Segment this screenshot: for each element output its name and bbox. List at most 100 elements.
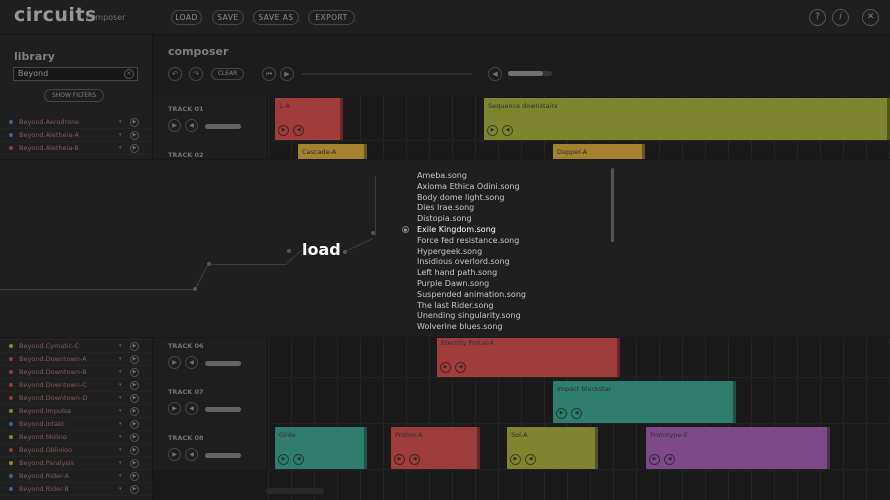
track-play-icon[interactable]: ▶ — [168, 448, 181, 461]
clip-play-icon[interactable]: ▶ — [394, 454, 405, 465]
song-item[interactable]: Body dome light.song — [417, 192, 505, 202]
library-item[interactable]: Beyond.Downtown-D ▾ ▶ — [0, 392, 153, 405]
song-item[interactable]: Suspended animation.song — [417, 289, 526, 299]
library-item-play-icon[interactable]: ▶ — [130, 433, 139, 442]
track-play-icon[interactable]: ▶ — [168, 119, 181, 132]
library-item[interactable]: Beyond.Aerodrone ▾ ▶ — [0, 116, 153, 129]
rewind-icon[interactable]: ⏮ — [262, 67, 276, 81]
track-clip[interactable]: Glide ▶ ◀ — [275, 427, 367, 469]
library-item-menu-icon[interactable]: ▾ — [119, 145, 122, 151]
track-play-icon[interactable]: ▶ — [168, 402, 181, 415]
song-item[interactable]: Wolverine blues.song — [417, 322, 503, 332]
track-clip[interactable]: Eternity Portal-A ▶ ◀ — [437, 335, 620, 377]
library-item-play-icon[interactable]: ▶ — [130, 342, 139, 351]
song-item[interactable]: Dies Irae.song — [417, 203, 475, 213]
library-item-menu-icon[interactable]: ▾ — [119, 395, 122, 401]
clip-volume-icon[interactable]: ◀ — [455, 362, 466, 373]
library-item[interactable]: Beyond.Cymatic-C ▾ ▶ — [0, 340, 153, 353]
library-item[interactable]: Beyond.Rider-A ▾ ▶ — [0, 470, 153, 483]
clip-play-icon[interactable]: ▶ — [487, 125, 498, 136]
library-item[interactable]: Beyond.Downtown-A ▾ ▶ — [0, 353, 153, 366]
library-item-play-icon[interactable]: ▶ — [130, 381, 139, 390]
library-item-play-icon[interactable]: ▶ — [130, 368, 139, 377]
clip-volume-icon[interactable]: ◀ — [571, 408, 582, 419]
help-icon[interactable]: ? — [809, 9, 826, 26]
library-item[interactable]: Beyond.Aletheia-A ▾ ▶ — [0, 129, 153, 142]
close-icon[interactable]: ✕ — [862, 9, 879, 26]
search-clear-icon[interactable]: × — [124, 69, 134, 79]
library-item-play-icon[interactable]: ▶ — [130, 472, 139, 481]
clip-play-icon[interactable]: ▶ — [278, 454, 289, 465]
load-button[interactable]: LOAD — [171, 10, 202, 25]
clip-play-icon[interactable]: ▶ — [510, 454, 521, 465]
library-item-menu-icon[interactable]: ▾ — [119, 343, 122, 349]
library-item[interactable]: Beyond.Impulse ▾ ▶ — [0, 405, 153, 418]
library-item-play-icon[interactable]: ▶ — [130, 118, 139, 127]
clip-resize-handle[interactable] — [827, 427, 830, 469]
library-item[interactable]: Beyond.Aletheia-B ▾ ▶ — [0, 142, 153, 155]
clip-play-icon[interactable]: ▶ — [649, 454, 660, 465]
song-item[interactable]: The last Rider.song — [417, 300, 494, 310]
library-item-play-icon[interactable]: ▶ — [130, 407, 139, 416]
song-item[interactable]: Purple Dawn.song — [417, 278, 490, 288]
track-clip[interactable]: Impact blackstar ▶ ◀ — [553, 381, 736, 423]
clip-volume-icon[interactable]: ◀ — [525, 454, 536, 465]
library-item[interactable]: Beyond.Paralysis ▾ ▶ — [0, 457, 153, 470]
clip-resize-handle[interactable] — [887, 98, 890, 140]
library-item-play-icon[interactable]: ▶ — [130, 355, 139, 364]
horizontal-scrollbar[interactable] — [266, 488, 324, 494]
timeline-scrubber[interactable] — [302, 73, 472, 75]
library-item[interactable]: Beyond.Molino ▾ ▶ — [0, 431, 153, 444]
play-icon[interactable]: ▶ — [280, 67, 294, 81]
track-volume-icon[interactable]: ◀ — [185, 448, 198, 461]
library-item-menu-icon[interactable]: ▾ — [119, 447, 122, 453]
clip-volume-icon[interactable]: ◀ — [293, 125, 304, 136]
track-clip[interactable]: Sequence downstairs ▶ ◀ — [484, 98, 890, 140]
song-item[interactable]: Left hand path.song — [417, 268, 498, 278]
track-volume-slider[interactable] — [205, 407, 241, 412]
save-as-button[interactable]: SAVE AS — [253, 10, 299, 25]
master-volume-slider[interactable] — [508, 71, 552, 76]
song-list-scrollbar[interactable] — [611, 168, 614, 242]
clip-volume-icon[interactable]: ◀ — [409, 454, 420, 465]
song-item[interactable]: Hypergeek.song — [417, 246, 483, 256]
library-item-play-icon[interactable]: ▶ — [130, 420, 139, 429]
library-item-menu-icon[interactable]: ▾ — [119, 421, 122, 427]
song-item[interactable]: Axioma Ethica Odini.song — [417, 181, 520, 191]
info-icon[interactable]: i — [832, 9, 849, 26]
library-item-play-icon[interactable]: ▶ — [130, 131, 139, 140]
library-item-play-icon[interactable]: ▶ — [130, 446, 139, 455]
clip-resize-handle[interactable] — [617, 335, 620, 377]
library-item[interactable]: Beyond.Oblivion ▾ ▶ — [0, 444, 153, 457]
library-item-menu-icon[interactable]: ▾ — [119, 382, 122, 388]
song-item[interactable]: Force fed resistance.song — [417, 235, 520, 245]
clip-volume-icon[interactable]: ◀ — [502, 125, 513, 136]
track-volume-icon[interactable]: ◀ — [185, 356, 198, 369]
library-item-menu-icon[interactable]: ▾ — [119, 473, 122, 479]
library-item-menu-icon[interactable]: ▾ — [119, 132, 122, 138]
song-item[interactable]: Exile Kingdom.song — [417, 224, 496, 234]
track-clip[interactable]: Sol-A ▶ ◀ — [507, 427, 598, 469]
clip-resize-handle[interactable] — [477, 427, 480, 469]
redo-icon[interactable]: ↷ — [189, 67, 203, 81]
track-clip[interactable]: 1-A ▶ ◀ — [275, 98, 343, 140]
library-item-menu-icon[interactable]: ▾ — [119, 460, 122, 466]
library-item-play-icon[interactable]: ▶ — [130, 394, 139, 403]
save-button[interactable]: SAVE — [212, 10, 244, 25]
clip-resize-handle[interactable] — [364, 427, 367, 469]
library-item[interactable]: Beyond.Downtown-B ▾ ▶ — [0, 366, 153, 379]
song-item[interactable]: Distopia.song — [417, 214, 472, 224]
library-item-menu-icon[interactable]: ▾ — [119, 408, 122, 414]
song-item[interactable]: Insidious overlord.song — [417, 257, 510, 267]
track-volume-slider[interactable] — [205, 124, 241, 129]
track-volume-slider[interactable] — [205, 453, 241, 458]
track-volume-icon[interactable]: ◀ — [185, 402, 198, 415]
clip-play-icon[interactable]: ▶ — [440, 362, 451, 373]
clip-volume-icon[interactable]: ◀ — [664, 454, 675, 465]
library-item-menu-icon[interactable]: ▾ — [119, 434, 122, 440]
clip-resize-handle[interactable] — [595, 427, 598, 469]
clip-play-icon[interactable]: ▶ — [556, 408, 567, 419]
clip-resize-handle[interactable] — [733, 381, 736, 423]
clip-volume-icon[interactable]: ◀ — [293, 454, 304, 465]
library-item-play-icon[interactable]: ▶ — [130, 144, 139, 153]
